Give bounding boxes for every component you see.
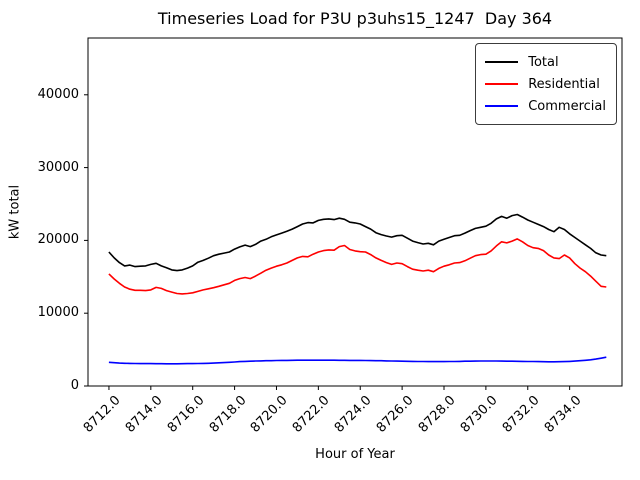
y-tick-label: 40000 xyxy=(37,86,79,102)
residential-line xyxy=(108,238,607,295)
legend-swatch-total xyxy=(485,61,519,63)
legend-swatch-commercial xyxy=(485,105,519,107)
legend-item-residential: Residential xyxy=(485,73,606,95)
legend-swatch-residential xyxy=(485,83,519,85)
x-axis-label: Hour of Year xyxy=(315,447,395,462)
axes-frame xyxy=(87,37,623,387)
legend-label-residential: Residential xyxy=(528,76,600,92)
total-line xyxy=(108,213,607,272)
chart-title: Timeseries Load for P3U p3uhs15_1247 Day… xyxy=(157,9,553,28)
legend-label-commercial: Commercial xyxy=(528,98,606,114)
commercial-line xyxy=(108,356,607,365)
legend-item-total: Total xyxy=(485,51,606,73)
y-tick-label: 0 xyxy=(70,378,79,393)
y-tick-label: 30000 xyxy=(37,159,79,175)
y-axis-label: kW total xyxy=(7,184,23,240)
legend-item-commercial: Commercial xyxy=(485,95,606,117)
legend-label-total: Total xyxy=(528,54,559,70)
y-tick-label: 20000 xyxy=(37,232,79,248)
y-tick-label: 10000 xyxy=(37,305,79,321)
legend: Total Residential Commercial xyxy=(475,43,617,125)
